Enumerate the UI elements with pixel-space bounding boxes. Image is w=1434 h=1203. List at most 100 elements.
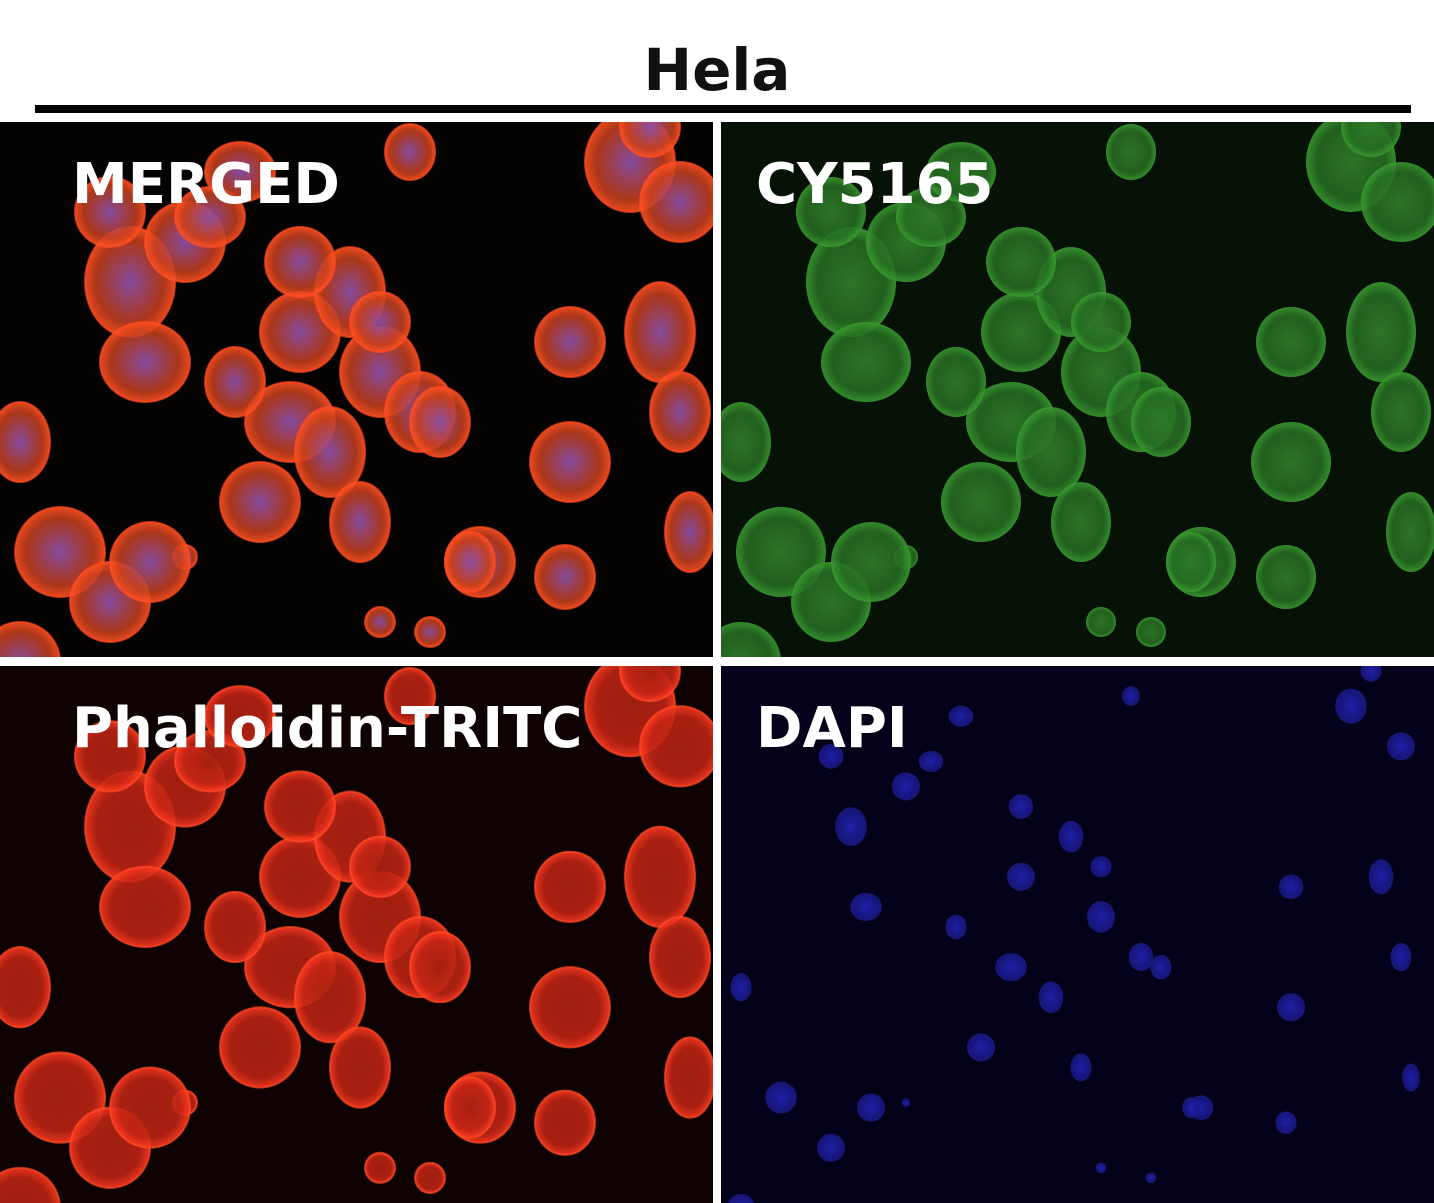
cell (1371, 372, 1431, 452)
nucleus (727, 1193, 755, 1203)
nucleus (1070, 1053, 1092, 1082)
cell (364, 1151, 396, 1184)
nucleus (1058, 820, 1084, 853)
cell (204, 346, 266, 418)
nucleus (1128, 943, 1154, 972)
cell (414, 1161, 446, 1194)
cell (264, 770, 336, 843)
cell (109, 521, 191, 603)
cell (1136, 617, 1166, 647)
nucleus (1090, 856, 1112, 878)
cell (619, 666, 681, 703)
cell (74, 720, 146, 793)
cell (1386, 492, 1434, 572)
cell (1341, 122, 1401, 157)
panel-label-cy5165: CY5165 (756, 152, 994, 217)
cell (0, 621, 61, 657)
cell (926, 347, 986, 417)
cell (349, 291, 411, 353)
cell (409, 930, 471, 1004)
cell (219, 461, 301, 543)
cell (941, 462, 1021, 542)
cell (664, 1036, 713, 1119)
nucleus (730, 973, 752, 1002)
cell (294, 406, 366, 498)
cell (639, 161, 713, 243)
nucleus (850, 892, 882, 921)
phalloidin-micrograph (0, 666, 713, 1203)
panel-cy5165: CY5165 (721, 122, 1434, 657)
cell (529, 966, 611, 1049)
cell (534, 544, 596, 610)
merged-micrograph (0, 122, 713, 657)
cell (534, 850, 606, 923)
cell (619, 122, 681, 158)
cell (649, 915, 711, 999)
cell (534, 306, 606, 378)
nucleus (1008, 794, 1034, 819)
panel-label-phalloidin: Phalloidin-TRITC (72, 696, 583, 761)
cell (796, 177, 866, 247)
cell (1106, 124, 1156, 180)
cell (721, 622, 781, 657)
cell (219, 1006, 301, 1089)
cell (1071, 292, 1131, 352)
nucleus (967, 1033, 995, 1062)
nucleus (1038, 981, 1064, 1014)
cell (329, 481, 391, 563)
title-underline (35, 105, 1411, 113)
cell (1256, 307, 1326, 377)
panel-label-dapi: DAPI (756, 696, 908, 761)
cell (204, 890, 266, 964)
cell (896, 187, 966, 247)
cell (364, 606, 396, 638)
nucleus (1402, 1063, 1420, 1092)
cell (1086, 607, 1116, 637)
cell (0, 1166, 61, 1203)
nucleus (835, 807, 867, 846)
figure-title: Hela (643, 36, 791, 104)
nucleus (918, 750, 944, 772)
cell (109, 1066, 191, 1149)
cell (1166, 532, 1216, 592)
cell (986, 227, 1056, 297)
nucleus (1277, 993, 1305, 1022)
cell (624, 281, 696, 383)
cell (1131, 387, 1191, 457)
cell (294, 951, 366, 1044)
cell (624, 825, 696, 928)
cell (444, 531, 496, 593)
cell (74, 176, 146, 248)
cell (649, 371, 711, 453)
nucleus (1087, 901, 1115, 933)
cell (821, 322, 911, 402)
cell (99, 865, 191, 949)
cell (204, 685, 276, 748)
cell (831, 522, 911, 602)
dapi-micrograph (721, 666, 1434, 1203)
nucleus (1007, 862, 1035, 891)
cell (1346, 282, 1416, 382)
cell (204, 141, 276, 203)
nucleus (1278, 874, 1304, 900)
cell (1016, 407, 1086, 497)
cell (384, 667, 436, 726)
cell (1251, 422, 1331, 502)
nucleus (817, 1133, 845, 1162)
cell (444, 1076, 496, 1139)
panel-merged: MERGED (0, 122, 713, 657)
cell (639, 705, 713, 788)
nucleus (1122, 686, 1140, 706)
nucleus (1145, 1172, 1157, 1184)
panel-label-merged: MERGED (72, 152, 340, 217)
cell (1256, 545, 1316, 609)
cell (384, 123, 436, 181)
cell (534, 1089, 596, 1156)
cell (1051, 482, 1111, 562)
nucleus (1390, 943, 1412, 972)
cell (99, 321, 191, 403)
cell (264, 226, 336, 298)
panel-phalloidin: Phalloidin-TRITC (0, 666, 713, 1203)
cell (926, 142, 996, 202)
nucleus (1387, 732, 1415, 761)
